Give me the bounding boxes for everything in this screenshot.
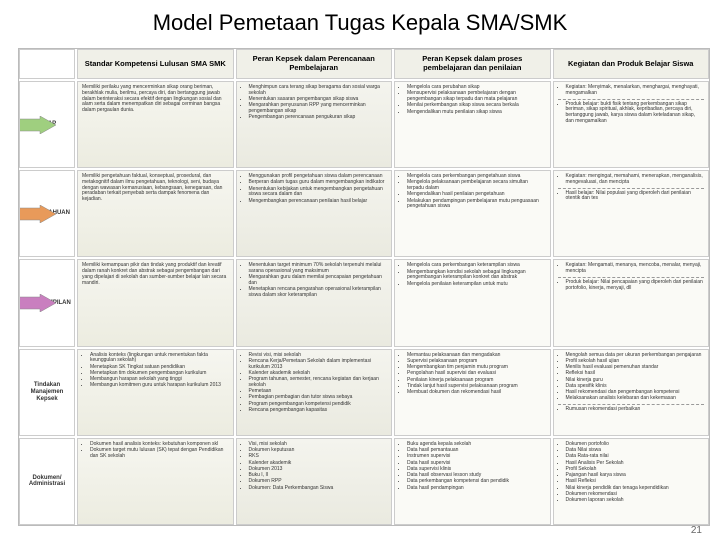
cell-perencanaan: Menghimpun cara terang sikap beragama da… [236, 81, 393, 168]
cell-produk: Kegiatan: Mengamati, menanya, mencoba, m… [553, 259, 710, 346]
cell-produk: Kegiatan: mengingat, memahami, menerapka… [553, 170, 710, 257]
page-title: Model Pemetaan Tugas Kepala SMA/SMK [0, 0, 720, 42]
row-label: PENGETAHUAN [19, 170, 75, 257]
row-label: KETERAMPILAN [19, 259, 75, 346]
col-header-3: Peran Kepsek dalam proses pembelajaran d… [394, 49, 551, 79]
cell-perencanaan: Revisi visi, misi sekolahRencana Kerja/P… [236, 349, 393, 436]
row-label: Dokumen/ Administrasi [19, 438, 75, 525]
matrix-grid: Standar Kompetensi Lulusan SMA SMK Peran… [18, 48, 710, 526]
cell-perencanaan: Menggunakan profil pengetahuan siswa dal… [236, 170, 393, 257]
row-label: Tindakan Manajemen Kepsek [19, 349, 75, 436]
cell-produk: Mengolah semua data per ukuran perkemban… [553, 349, 710, 436]
cell-skl: Memiliki kemampuan pikir dan tindak yang… [77, 259, 234, 346]
col-header-4: Kegiatan dan Produk Belajar Siswa [553, 49, 710, 79]
cell-perencanaan: Menentukan target minimum 70% sekolah te… [236, 259, 393, 346]
cell-perencanaan: Visi, misi sekolahDokumen keputusanRKSKa… [236, 438, 393, 525]
cell-produk: Kegiatan: Menyimak, menalarkan, mengharg… [553, 81, 710, 168]
cell-produk: Dokumen portofolioData Nilai siswaData R… [553, 438, 710, 525]
row-arrow [19, 294, 56, 312]
cell-proses: Mengelola cara perkembangan keterampilan… [394, 259, 551, 346]
cell-proses: Memantau pelaksanaan dan mengadakanSuper… [394, 349, 551, 436]
corner-cell [19, 49, 75, 79]
row-label: SIKAP [19, 81, 75, 168]
row-arrow [19, 205, 56, 223]
col-header-1: Standar Kompetensi Lulusan SMA SMK [77, 49, 234, 79]
row-arrow [19, 116, 56, 134]
cell-skl: Dokumen hasil analisis konteks: kebutuha… [77, 438, 234, 525]
cell-skl: Memiliki pengetahuan faktual, konseptual… [77, 170, 234, 257]
page-number: 21 [691, 525, 702, 536]
cell-proses: Mengelola cara perubahan sikapMensupervi… [394, 81, 551, 168]
col-header-2: Peran Kepsek dalam Perencanaan Pembelaja… [236, 49, 393, 79]
cell-proses: Mengelola cara perkembangan pengetahuan … [394, 170, 551, 257]
cell-skl: Analisis konteks (lingkungan untuk menen… [77, 349, 234, 436]
cell-skl: Memiliki perilaku yang mencerminkan sika… [77, 81, 234, 168]
cell-proses: Buku agenda kepala sekolahData hasil pem… [394, 438, 551, 525]
